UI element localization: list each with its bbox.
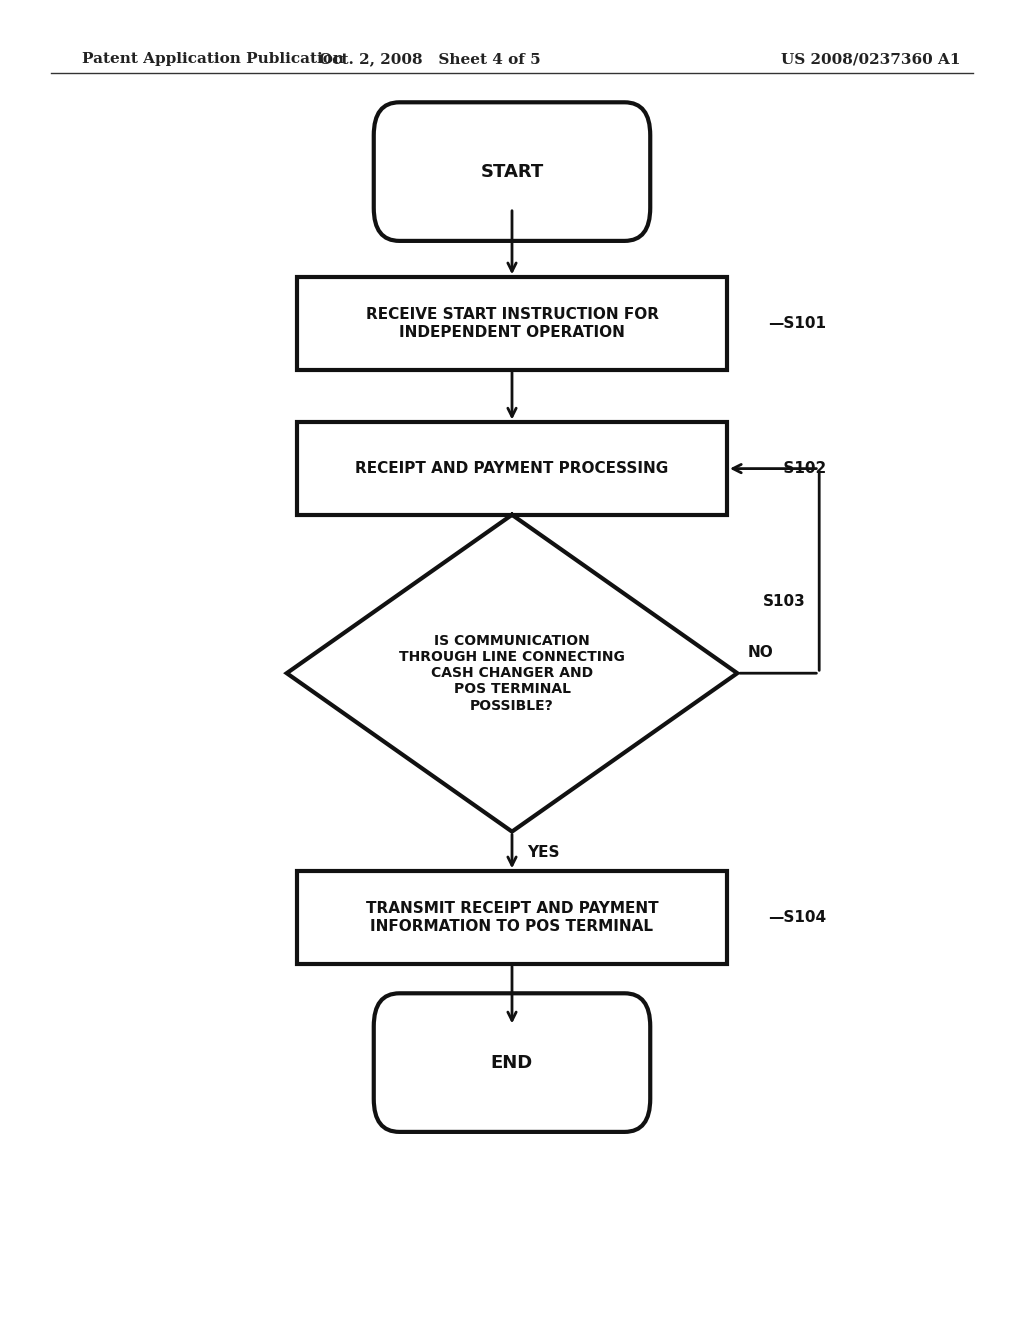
Text: FIG.6: FIG.6 <box>455 120 569 157</box>
Bar <box>297 277 727 370</box>
FancyBboxPatch shape <box>374 103 650 242</box>
Bar <box>297 422 727 515</box>
Text: Oct. 2, 2008   Sheet 4 of 5: Oct. 2, 2008 Sheet 4 of 5 <box>319 53 541 66</box>
Text: RECEIVE START INSTRUCTION FOR
INDEPENDENT OPERATION: RECEIVE START INSTRUCTION FOR INDEPENDEN… <box>366 308 658 339</box>
Text: NO: NO <box>748 645 773 660</box>
Text: —S102: —S102 <box>768 461 826 477</box>
Text: START: START <box>480 162 544 181</box>
Text: Patent Application Publication: Patent Application Publication <box>82 53 344 66</box>
Bar <box>297 871 727 964</box>
Text: END: END <box>490 1053 534 1072</box>
Text: RECEIPT AND PAYMENT PROCESSING: RECEIPT AND PAYMENT PROCESSING <box>355 461 669 477</box>
Text: IS COMMUNICATION
THROUGH LINE CONNECTING
CASH CHANGER AND
POS TERMINAL
POSSIBLE?: IS COMMUNICATION THROUGH LINE CONNECTING… <box>399 634 625 713</box>
Text: —S101: —S101 <box>768 315 826 331</box>
Text: US 2008/0237360 A1: US 2008/0237360 A1 <box>780 53 961 66</box>
Text: YES: YES <box>527 845 560 859</box>
Text: TRANSMIT RECEIPT AND PAYMENT
INFORMATION TO POS TERMINAL: TRANSMIT RECEIPT AND PAYMENT INFORMATION… <box>366 902 658 933</box>
Text: S103: S103 <box>763 594 806 610</box>
FancyBboxPatch shape <box>374 993 650 1131</box>
Text: —S104: —S104 <box>768 909 826 925</box>
